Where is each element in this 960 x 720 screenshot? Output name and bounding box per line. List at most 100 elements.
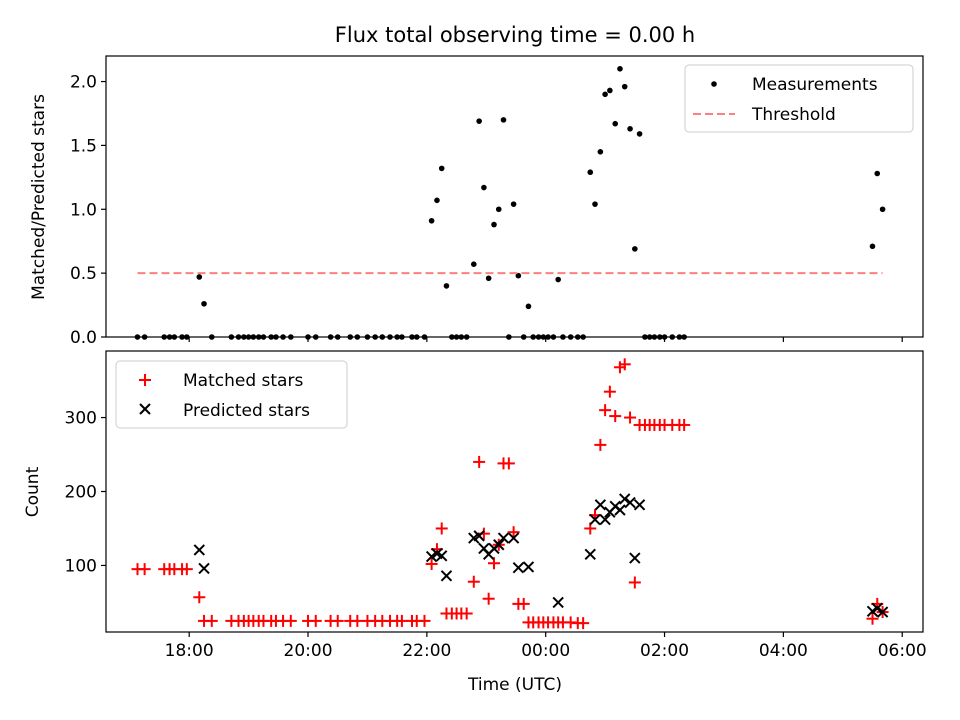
measurements-point	[597, 148, 604, 155]
x-axis-label: Time (UTC)	[467, 675, 562, 695]
x-tick-label: 02:00	[640, 641, 689, 661]
legend-predicted-marker	[139, 403, 151, 415]
x-tick-label: 22:00	[402, 641, 451, 661]
top-y-axis-label: Matched/Predicted stars	[29, 94, 49, 300]
x-tick-label: 04:00	[759, 641, 808, 661]
measurements-point	[491, 221, 497, 228]
matched-stars-point	[284, 614, 297, 627]
measurements-point	[627, 126, 633, 132]
predicted-stars-point	[507, 532, 520, 544]
measurements-point	[587, 169, 594, 176]
matched-stars-point	[599, 404, 612, 417]
matched-stars-point	[517, 597, 530, 610]
matched-stars-point	[180, 563, 193, 576]
measurements-point	[196, 274, 203, 280]
matched-stars-point	[628, 576, 641, 589]
predicted-stars-point	[522, 561, 535, 573]
predicted-stars-point	[629, 552, 641, 564]
measurements-point	[636, 131, 643, 137]
predicted-stars-point	[633, 499, 646, 511]
legend-measurements-label: Measurements	[752, 75, 878, 95]
ratio-panel: Flux total observing time = 0.00 h Match…	[29, 23, 924, 348]
legend-box	[684, 64, 914, 133]
matched-stars-point	[425, 557, 438, 570]
measurements-point	[607, 87, 613, 94]
matched-stars-point	[351, 614, 364, 627]
legend-threshold-label: Threshold	[751, 105, 836, 125]
matched-stars-point	[138, 563, 151, 576]
measurements-point	[438, 165, 445, 172]
matched-stars-point	[477, 527, 490, 540]
matched-stars-point	[467, 575, 480, 588]
legend-predicted-label: Predicted stars	[183, 401, 310, 421]
bottom-plot-frame	[105, 350, 924, 633]
measurements-point	[602, 91, 608, 98]
matched-stars-point	[507, 526, 520, 539]
y-tick-label: 0.5	[70, 264, 97, 284]
measurements-point	[485, 275, 492, 282]
matched-stars-point	[205, 614, 218, 627]
bottom-y-axis-label: Count	[23, 466, 43, 517]
predicted-stars-point	[619, 493, 631, 505]
top-legend: Measurements Threshold	[684, 64, 914, 133]
predicted-stars-point	[614, 504, 626, 516]
matched-stars-point	[482, 592, 495, 605]
predicted-stars-point	[589, 513, 601, 526]
measurements-point	[481, 184, 487, 191]
measurements-point	[869, 243, 876, 250]
legend-matched-marker	[139, 374, 151, 386]
matched-stars-point	[473, 455, 486, 468]
legend-measurements-marker	[711, 81, 717, 87]
measurements-point	[443, 283, 450, 289]
matched-stars-point	[488, 557, 501, 570]
measurements-point	[612, 120, 619, 127]
predicted-stars-point	[198, 562, 210, 575]
measurements-point	[434, 197, 440, 204]
y-tick-label: 300	[65, 409, 97, 429]
count-panel: Count Time (UTC) 100 200 300 18:00 20:00 22:0…	[23, 350, 927, 695]
x-tick-label: 00:00	[521, 641, 570, 661]
matched-stars-point	[577, 617, 590, 630]
predicted-stars-point	[493, 539, 505, 551]
matched-stars-point	[309, 614, 322, 627]
predicted-stars-point	[871, 602, 883, 615]
bottom-plot-area	[131, 358, 889, 630]
matched-stars-point	[418, 614, 431, 627]
predicted-stars-point	[193, 544, 205, 556]
y-tick-label: 0.0	[70, 328, 97, 348]
predicted-stars-point	[473, 530, 485, 542]
legend-box	[115, 360, 348, 429]
chart-title: Flux total observing time = 0.00 h	[335, 23, 695, 47]
y-tick-label: 200	[65, 483, 97, 503]
measurements-point	[555, 276, 561, 283]
matched-stars-point	[193, 591, 206, 604]
x-tick-label: 18:00	[165, 641, 214, 661]
measurements-point	[510, 201, 517, 207]
matched-stars-point	[866, 612, 879, 625]
predicted-stars-point	[552, 596, 564, 609]
measurements-point	[201, 300, 207, 307]
bottom-legend: Matched stars Predicted stars	[115, 360, 348, 429]
measurements-point	[874, 170, 881, 177]
matched-stars-point	[624, 411, 637, 424]
predicted-stars-point	[624, 496, 636, 509]
measurements-point	[617, 65, 623, 72]
y-tick-label: 1.0	[70, 200, 97, 220]
matched-stars-point	[594, 438, 607, 451]
measurements-point	[632, 246, 638, 252]
predicted-stars-point	[584, 548, 596, 561]
measurements-point	[525, 303, 532, 310]
matched-stars-point	[678, 418, 691, 431]
legend-matched-label: Matched stars	[183, 371, 303, 391]
matched-stars-point	[331, 614, 344, 627]
matched-stars-point	[502, 457, 515, 470]
y-tick-label: 100	[65, 556, 97, 576]
measurements-point	[500, 117, 507, 123]
predicted-stars-point	[497, 532, 510, 544]
predicted-stars-point	[425, 550, 438, 563]
predicted-stars-point	[594, 499, 607, 511]
matched-stars-point	[603, 385, 616, 398]
top-axes: 0.0 0.5 1.0 1.5 2.0	[70, 73, 903, 348]
matched-stars-point	[435, 522, 448, 535]
